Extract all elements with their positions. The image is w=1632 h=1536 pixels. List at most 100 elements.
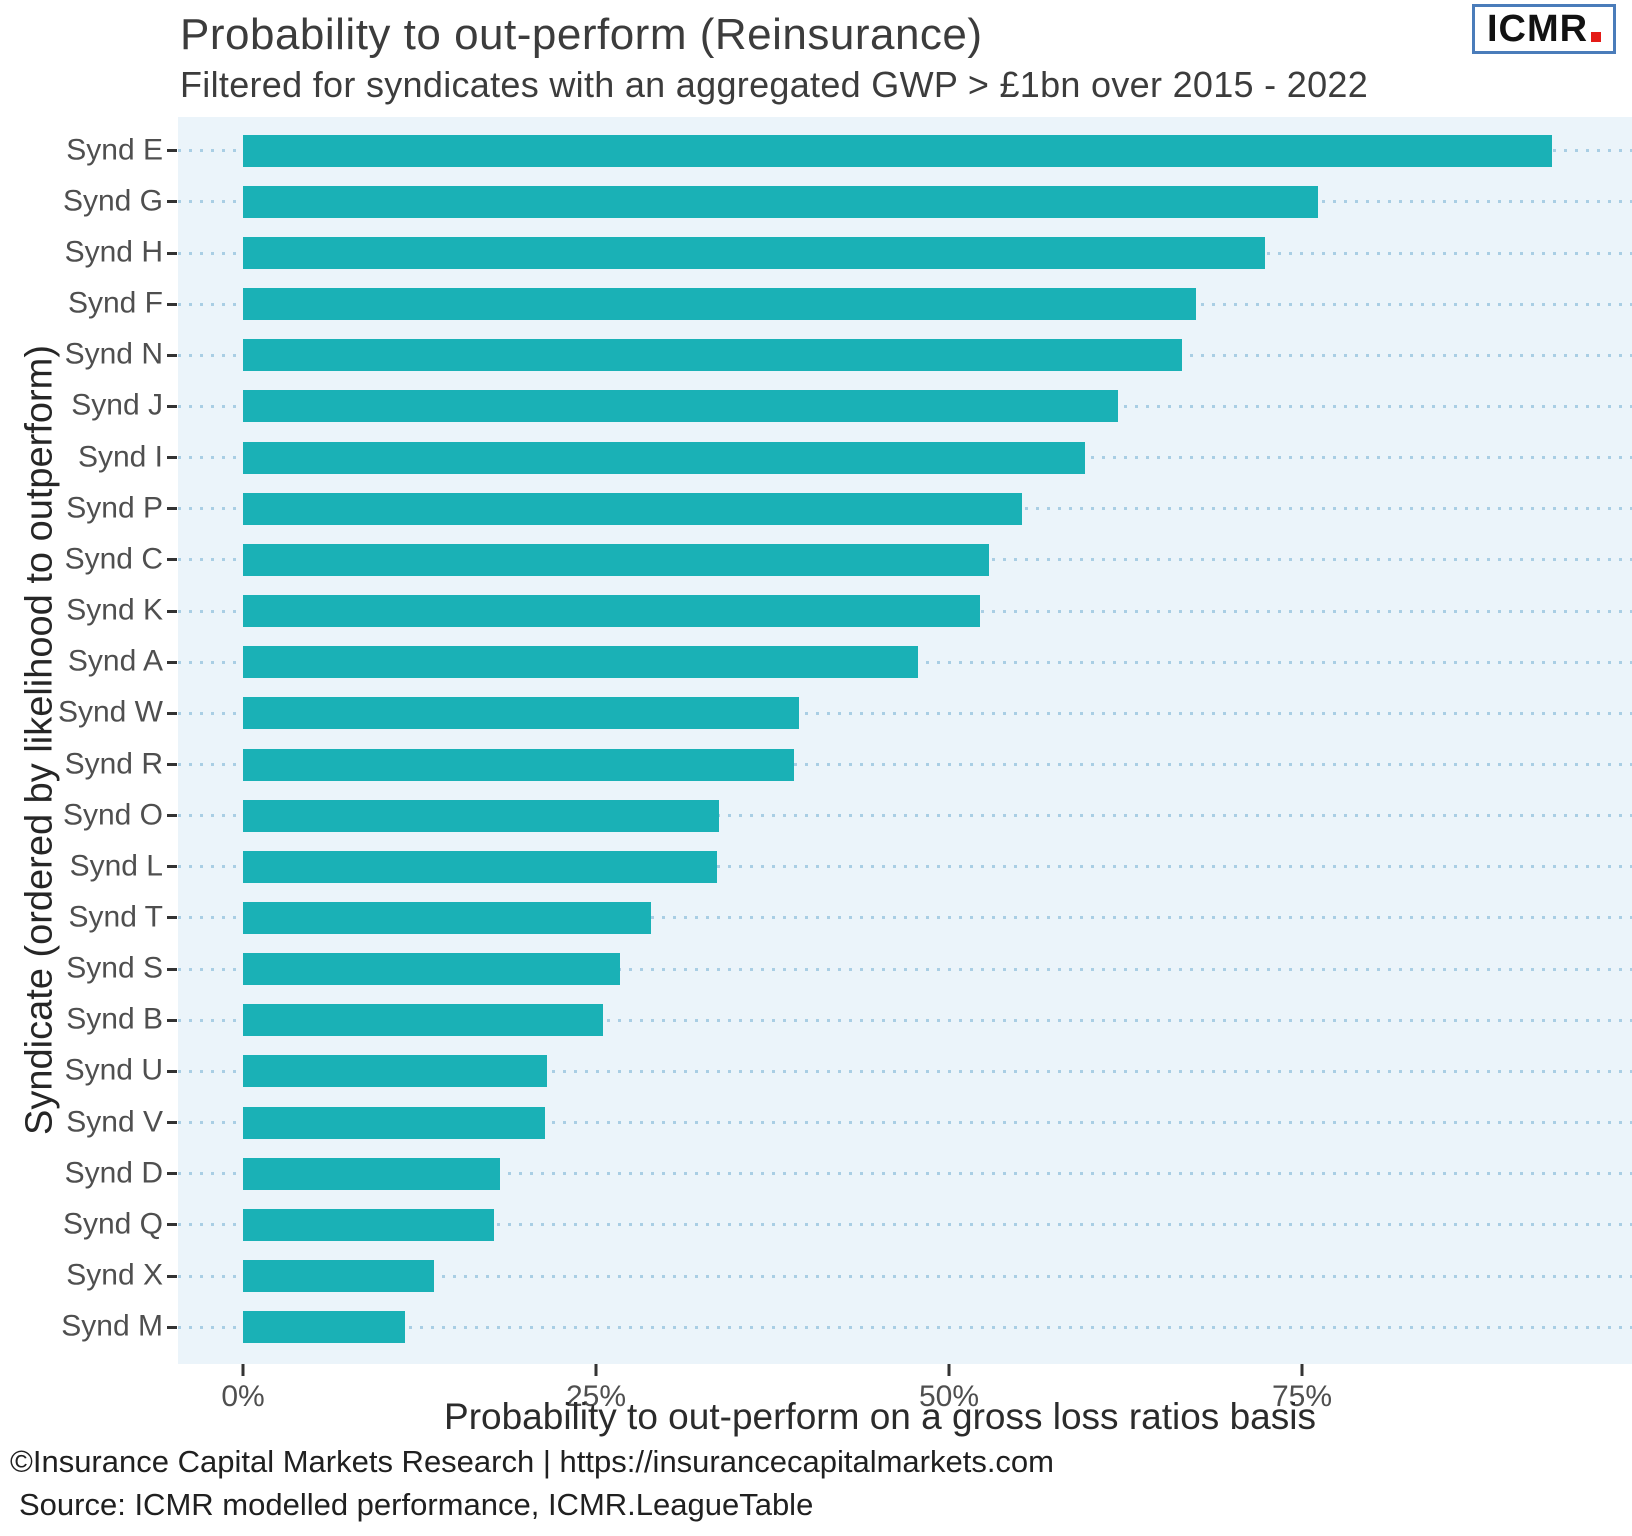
y-tick-mark	[167, 404, 177, 408]
y-tick-label: Synd N	[64, 337, 163, 371]
bar-synd-s	[243, 953, 620, 986]
gridline	[178, 814, 1632, 818]
bar-synd-b	[243, 1004, 604, 1037]
y-tick-label: Synd H	[64, 235, 163, 269]
x-tick-mark	[1300, 1364, 1304, 1376]
bar-synd-m	[243, 1311, 406, 1344]
bar-synd-a	[243, 646, 918, 679]
bar-synd-n	[243, 339, 1182, 372]
gridline	[178, 967, 1632, 971]
bar-synd-p	[243, 492, 1023, 525]
y-tick-label: Synd F	[67, 286, 163, 320]
y-tick-mark	[167, 200, 177, 204]
y-tick-label: Synd C	[64, 542, 163, 576]
bar-synd-c	[243, 543, 989, 576]
footer-source: Source: ICMR modelled performance, ICMR.…	[19, 1487, 814, 1522]
bar-synd-k	[243, 595, 981, 628]
bar-synd-e	[243, 134, 1552, 167]
gridline	[178, 1121, 1632, 1125]
y-tick-label: Synd S	[66, 951, 163, 985]
y-tick-label: Synd J	[71, 388, 163, 422]
bar-synd-r	[243, 748, 794, 781]
gridline	[178, 763, 1632, 766]
x-tick-label: 50%	[918, 1380, 980, 1413]
gridline	[178, 1325, 1632, 1329]
gridline	[178, 1223, 1632, 1227]
chart-subtitle: Filtered for syndicates with an aggregat…	[180, 64, 1369, 105]
y-tick-mark	[167, 251, 177, 255]
gridline	[178, 1274, 1632, 1278]
bar-synd-i	[243, 441, 1085, 474]
y-tick-label: Synd R	[64, 746, 163, 780]
y-tick-label: Synd X	[66, 1258, 163, 1292]
x-tick-label: 75%	[1271, 1380, 1333, 1413]
y-tick-mark	[167, 507, 177, 511]
y-tick-label: Synd O	[62, 797, 163, 831]
y-tick-label: Synd E	[66, 133, 163, 167]
y-tick-label: Synd K	[66, 593, 163, 627]
bar-synd-f	[243, 288, 1197, 321]
y-tick-label: Synd P	[66, 491, 163, 525]
y-tick-mark	[167, 660, 177, 664]
y-tick-mark	[167, 967, 177, 971]
y-tick-mark	[167, 1018, 177, 1022]
y-tick-label: Synd D	[64, 1156, 163, 1190]
x-tick-label: 0%	[221, 1380, 265, 1413]
x-tick-label: 25%	[565, 1380, 627, 1413]
y-tick-mark	[167, 609, 177, 613]
y-tick-label: Synd M	[61, 1309, 163, 1343]
y-tick-label: Synd Q	[62, 1207, 163, 1241]
bar-synd-o	[243, 799, 719, 832]
x-axis-title: Probability to out-perform on a gross lo…	[444, 1396, 1316, 1437]
x-tick-mark	[947, 1364, 951, 1376]
y-tick-mark	[167, 302, 177, 306]
bar-synd-q	[243, 1208, 495, 1241]
icmr-logo-red-dot-icon	[1591, 32, 1602, 42]
y-tick-mark	[167, 711, 177, 715]
gridline	[178, 916, 1632, 920]
y-tick-label: Synd L	[69, 849, 163, 883]
bar-synd-w	[243, 697, 800, 730]
chart-title: Probability to out-perform (Reinsurance)	[180, 10, 983, 59]
bar-synd-x	[243, 1260, 434, 1292]
y-tick-mark	[167, 149, 177, 153]
y-tick-mark	[167, 865, 177, 869]
footer-copyright: ©Insurance Capital Markets Research | ht…	[10, 1444, 1054, 1479]
bar-synd-t	[243, 901, 652, 934]
chart-panel	[178, 117, 1632, 1364]
y-tick-label: Synd V	[66, 1104, 163, 1138]
bar-synd-h	[243, 237, 1266, 269]
icmr-logo: ICMR	[1472, 4, 1616, 54]
y-tick-label: Synd U	[64, 1053, 163, 1087]
y-tick-mark	[167, 814, 177, 818]
y-tick-mark	[167, 1274, 177, 1278]
gridline	[178, 1069, 1632, 1073]
y-tick-mark	[167, 353, 177, 357]
y-tick-mark	[167, 1325, 177, 1329]
y-tick-mark	[167, 558, 177, 562]
icmr-logo-text: ICMR	[1486, 8, 1589, 50]
y-tick-mark	[167, 1172, 177, 1176]
y-tick-mark	[167, 1223, 177, 1227]
gridline	[178, 1018, 1632, 1022]
bar-synd-j	[243, 390, 1119, 423]
bar-synd-v	[243, 1106, 546, 1139]
gridline	[178, 1172, 1632, 1176]
bar-synd-l	[243, 850, 718, 883]
y-tick-mark	[167, 1121, 177, 1125]
y-tick-mark	[167, 916, 177, 920]
bar-synd-d	[243, 1157, 500, 1190]
y-tick-label: Synd A	[67, 644, 163, 678]
y-tick-label: Synd G	[62, 184, 163, 218]
bar-synd-u	[243, 1055, 547, 1088]
x-tick-mark	[594, 1364, 598, 1376]
gridline	[178, 865, 1632, 869]
y-tick-label: Synd W	[57, 695, 163, 729]
y-tick-mark	[167, 456, 177, 460]
y-tick-mark	[167, 1069, 177, 1073]
y-tick-label: Synd T	[68, 900, 164, 934]
bar-synd-g	[243, 185, 1318, 218]
y-tick-label: Synd B	[66, 1002, 163, 1036]
x-tick-mark	[241, 1364, 245, 1376]
gridline	[178, 711, 1632, 715]
